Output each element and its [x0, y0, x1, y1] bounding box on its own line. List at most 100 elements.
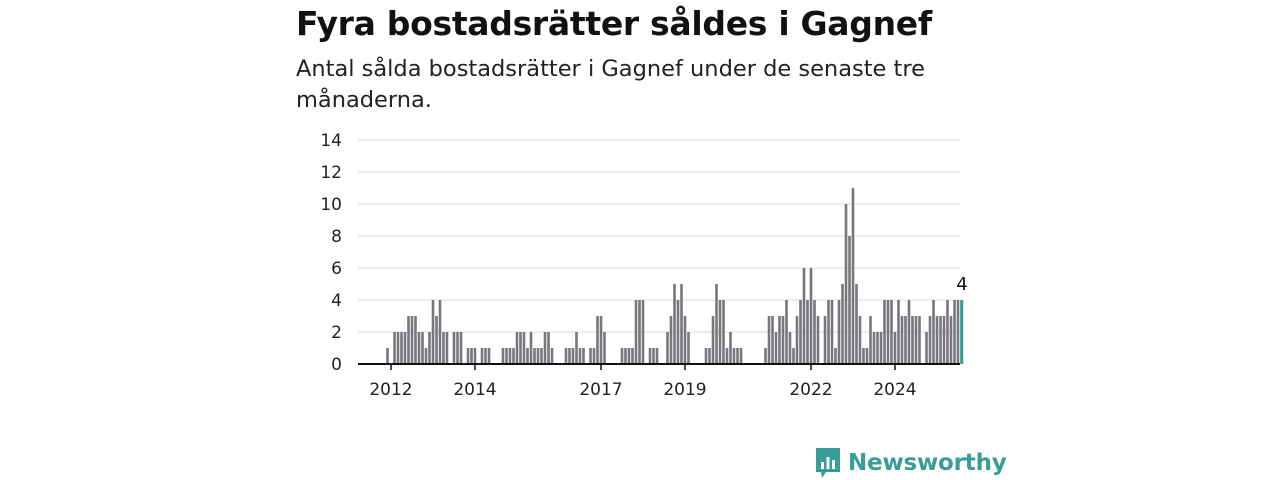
bar — [767, 316, 771, 364]
x-tick-label: 2019 — [663, 380, 706, 400]
bar — [862, 348, 865, 364]
bar — [648, 348, 652, 364]
bar — [575, 332, 578, 364]
bar — [442, 332, 445, 364]
bar — [564, 348, 568, 364]
bar — [459, 332, 463, 364]
bar — [869, 316, 872, 364]
bar — [673, 284, 676, 364]
bar — [592, 348, 596, 364]
y-axis-ticks: 0 2 4 6 8 10 12 14 — [320, 131, 342, 375]
bar — [809, 268, 813, 364]
bar — [501, 348, 505, 364]
bar — [540, 348, 543, 364]
bar — [627, 348, 631, 364]
bar — [484, 348, 487, 364]
bar — [512, 348, 515, 364]
bar — [529, 332, 533, 364]
bar — [865, 348, 869, 364]
bar — [739, 348, 743, 364]
bar — [851, 188, 855, 364]
bar — [806, 300, 809, 364]
bar — [508, 348, 512, 364]
bar — [774, 332, 778, 364]
x-axis-ticks: 2012 2014 2017 2019 2022 2024 — [369, 364, 917, 400]
y-tick-label: 8 — [331, 227, 342, 247]
bar — [582, 348, 585, 364]
bar — [704, 348, 708, 364]
bar — [680, 284, 683, 364]
bar — [956, 300, 960, 364]
bar — [526, 348, 529, 364]
bar — [788, 332, 792, 364]
y-tick-label: 2 — [331, 323, 342, 343]
bar — [928, 316, 932, 364]
bar — [953, 300, 956, 364]
bar — [708, 348, 711, 364]
bar — [935, 316, 939, 364]
bar — [522, 332, 526, 364]
bar — [722, 300, 725, 364]
bar — [403, 332, 407, 364]
bar — [855, 284, 858, 364]
bar — [631, 348, 634, 364]
bar — [603, 332, 606, 364]
bar — [872, 332, 876, 364]
bar — [830, 300, 834, 364]
y-tick-label: 12 — [320, 163, 342, 183]
bar — [519, 332, 522, 364]
x-tick-label: 2022 — [789, 380, 832, 400]
bar — [785, 300, 788, 364]
bar — [480, 348, 484, 364]
x-tick-label: 2012 — [369, 380, 412, 400]
bar — [641, 300, 645, 364]
bar — [456, 332, 459, 364]
bar — [400, 332, 403, 364]
bar — [669, 316, 673, 364]
bar — [907, 300, 911, 364]
bar — [823, 316, 827, 364]
bar — [578, 348, 582, 364]
bar — [827, 300, 830, 364]
bar — [435, 316, 438, 364]
bar — [407, 316, 410, 364]
brand-name: Newsworthy — [848, 450, 1007, 476]
bar — [799, 300, 802, 364]
bar — [879, 332, 883, 364]
y-tick-label: 0 — [331, 355, 342, 375]
bar — [505, 348, 508, 364]
bar — [876, 332, 879, 364]
bar — [813, 300, 816, 364]
bar — [470, 348, 473, 364]
bar — [414, 316, 417, 364]
bar — [893, 332, 897, 364]
bar — [725, 348, 729, 364]
bar — [393, 332, 396, 364]
bar — [932, 300, 935, 364]
bar — [816, 316, 820, 364]
bar — [473, 348, 477, 364]
bar — [466, 348, 470, 364]
bar — [718, 300, 722, 364]
bar — [431, 300, 435, 364]
bar — [918, 316, 921, 364]
bar — [687, 332, 690, 364]
bar — [550, 348, 554, 364]
bar — [729, 332, 732, 364]
bar — [715, 284, 718, 364]
bar — [781, 316, 785, 364]
bar — [624, 348, 627, 364]
bar — [886, 300, 890, 364]
bar — [487, 348, 491, 364]
bar — [666, 332, 669, 364]
bar — [834, 348, 837, 364]
bar — [596, 316, 599, 364]
bar — [568, 348, 571, 364]
bar — [939, 316, 942, 364]
bar — [778, 316, 781, 364]
bar — [410, 316, 414, 364]
bar — [417, 332, 421, 364]
bar — [848, 236, 851, 364]
bar — [711, 316, 715, 364]
bar-chart: 0 2 4 6 8 10 12 14 2012 2014 2017 2019 2022 2024 4 — [320, 131, 967, 400]
